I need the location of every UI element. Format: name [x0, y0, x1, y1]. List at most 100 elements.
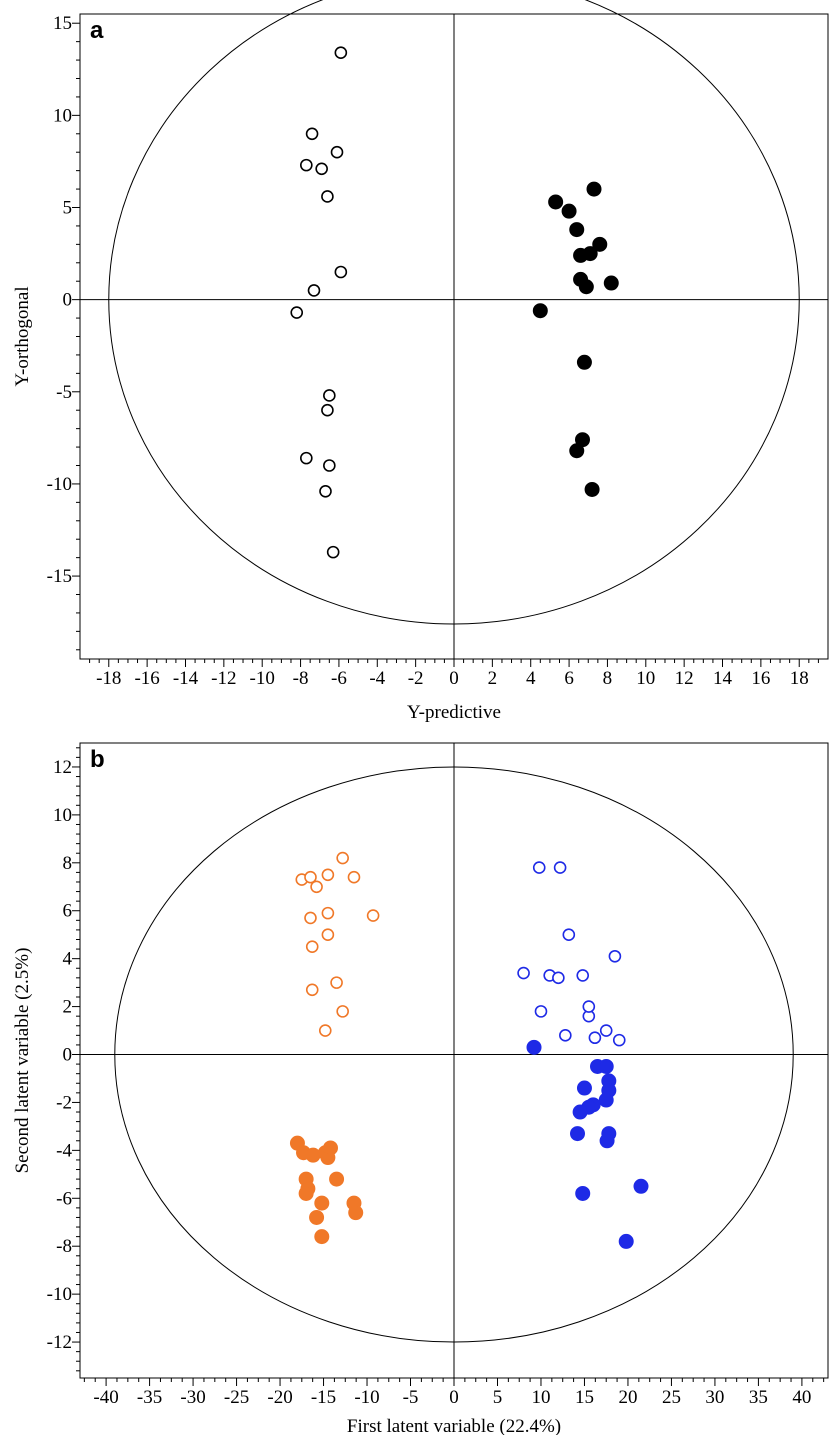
x-tick-label: -10	[250, 668, 275, 689]
data-point	[552, 971, 565, 985]
data-point	[315, 162, 328, 176]
y-tick-label: 4	[63, 949, 73, 970]
x-tick-label: -40	[93, 1387, 118, 1408]
data-point	[348, 1205, 364, 1221]
data-point	[548, 194, 564, 210]
data-point	[570, 1126, 586, 1142]
x-tick-label: 16	[751, 668, 770, 689]
data-point	[322, 1140, 338, 1156]
data-point	[318, 1024, 332, 1037]
confidence-ellipse	[114, 766, 794, 1343]
data-point	[588, 1031, 602, 1045]
x-tick-label: -14	[173, 668, 199, 689]
x-tick-label: 30	[705, 1387, 724, 1408]
data-point	[573, 247, 589, 263]
data-point	[576, 1080, 592, 1096]
data-point	[307, 284, 321, 297]
data-point	[347, 870, 361, 884]
data-point	[309, 1209, 325, 1225]
data-point	[304, 870, 317, 884]
data-point	[319, 484, 332, 498]
y-tick-label: 0	[63, 290, 73, 311]
x-tick-label: 0	[449, 668, 459, 689]
data-point	[569, 222, 585, 238]
x-tick-label: 6	[564, 668, 574, 689]
data-point	[305, 1147, 321, 1163]
series-open-0	[295, 851, 380, 1037]
x-axis-label: Y-predictive	[407, 702, 501, 723]
x-tick-label: 12	[675, 668, 694, 689]
x-tick-label: 14	[713, 668, 733, 689]
data-point	[305, 127, 319, 141]
data-point	[321, 403, 334, 417]
data-point	[336, 1005, 349, 1018]
y-tick-label: 2	[63, 997, 73, 1018]
data-point	[305, 983, 319, 997]
y-tick-label: -12	[47, 1332, 72, 1353]
data-point	[598, 1058, 614, 1074]
data-point	[323, 389, 336, 402]
confidence-ellipse	[108, 0, 800, 625]
x-tick-label: -5	[403, 1387, 419, 1408]
y-tick-label: 0	[63, 1045, 73, 1066]
data-point	[586, 181, 602, 197]
x-tick-label: -4	[369, 668, 385, 689]
data-point	[326, 545, 340, 559]
y-tick-label: 10	[53, 805, 72, 826]
x-tick-label: 18	[790, 668, 809, 689]
x-tick-label: 8	[603, 668, 613, 689]
data-point	[532, 861, 546, 874]
data-point	[300, 158, 313, 172]
data-point	[569, 443, 585, 459]
x-tick-label: -16	[134, 668, 159, 689]
data-point	[576, 354, 592, 370]
data-point	[576, 969, 590, 982]
data-point	[330, 145, 344, 159]
data-point	[582, 1000, 596, 1013]
x-tick-label: 10	[531, 1387, 550, 1408]
data-point	[559, 1029, 572, 1042]
y-axis-label: Y-orthogonal	[12, 286, 33, 386]
data-point	[553, 861, 567, 874]
x-tick-label: -18	[96, 668, 121, 689]
x-tick-label: 20	[618, 1387, 637, 1408]
panel-label: a	[90, 17, 104, 44]
x-tick-label: -20	[267, 1387, 292, 1408]
data-point	[321, 868, 335, 882]
y-tick-label: 15	[53, 13, 72, 34]
x-axis-label: First latent variable (22.4%)	[347, 1416, 561, 1435]
x-tick-label: -30	[180, 1387, 205, 1408]
y-tick-label: -10	[47, 474, 72, 495]
chart-panel-b: b-40 -35 -30 -25 -20 -15 -10 -5 0 5 10 15 20 25 30 35 40…	[12, 742, 829, 1435]
x-tick-label: -2	[408, 668, 424, 689]
x-tick-label: 15	[575, 1387, 594, 1408]
series-filled-1	[532, 181, 619, 497]
data-point	[578, 279, 594, 295]
data-point	[300, 451, 313, 465]
series-filled-1	[289, 1135, 364, 1245]
y-tick-label: 5	[63, 198, 73, 219]
x-tick-label: 40	[792, 1387, 811, 1408]
data-point	[575, 1185, 591, 1201]
data-point	[323, 459, 336, 472]
data-point	[310, 880, 323, 894]
data-point	[532, 303, 548, 319]
data-point	[517, 966, 530, 980]
chart-panel-a: a -18 -16 -14 -12 -10 -8 -6 -4 -2 0 2 4 6 8 10 12 14 16 18 -…	[12, 0, 829, 723]
x-tick-label: 35	[749, 1387, 768, 1408]
data-point	[633, 1178, 649, 1194]
data-point	[526, 1039, 542, 1055]
series-filled-3	[526, 1039, 649, 1249]
data-point	[584, 481, 600, 497]
data-point	[321, 928, 335, 941]
data-point	[599, 1024, 613, 1037]
x-tick-label: 25	[662, 1387, 681, 1408]
y-tick-label: -6	[56, 1188, 72, 1209]
y-tick-label: -5	[56, 382, 72, 403]
data-point	[329, 1171, 345, 1187]
y-tick-label: -2	[56, 1092, 72, 1113]
data-point	[305, 940, 319, 953]
data-point	[321, 906, 335, 920]
x-tick-label: -12	[211, 668, 236, 689]
